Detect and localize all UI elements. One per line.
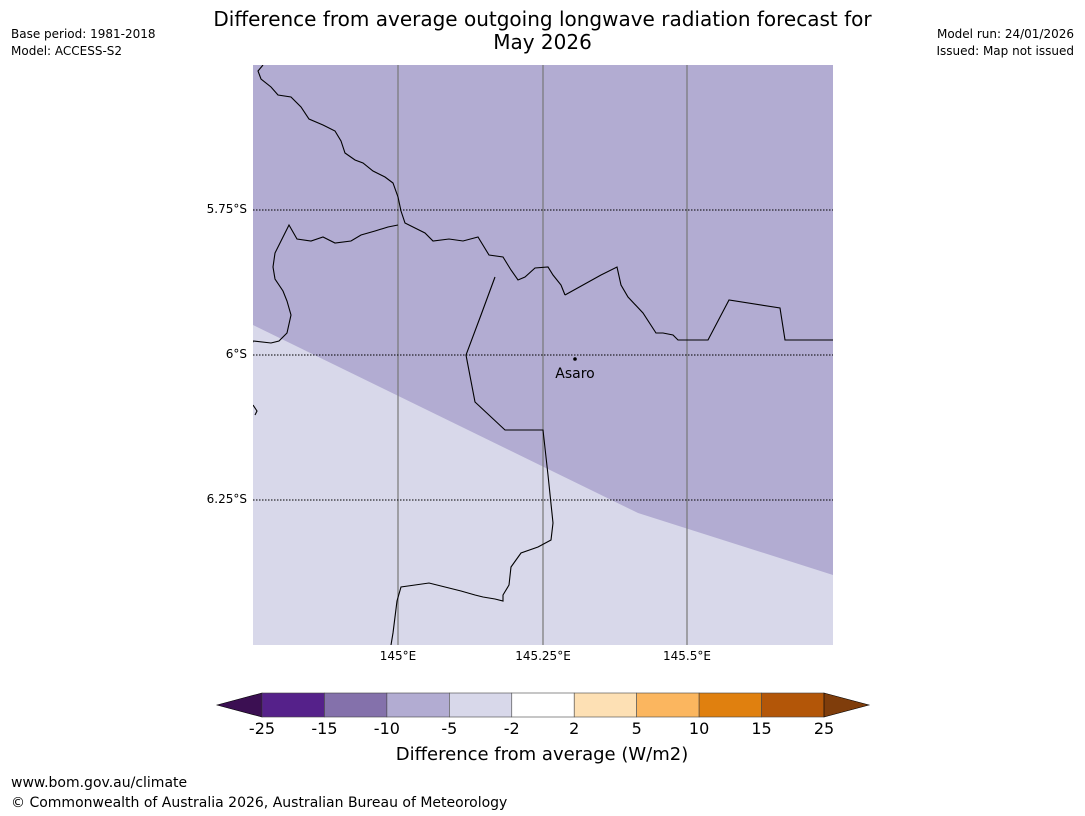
meta-right: Model run: 24/01/2026 Issued: Map not is…: [936, 26, 1074, 60]
colorbar-tick-label: 5: [631, 719, 642, 738]
asaro-marker: [573, 357, 577, 361]
lon-label-145-25: 145.25°E: [515, 649, 571, 663]
boundary-east: [564, 266, 833, 341]
colorbar-tick-label: -5: [441, 719, 458, 738]
colorbar-bin: [511, 692, 575, 718]
asaro-label: Asaro: [555, 366, 594, 382]
model-run-text: Model run: 24/01/2026: [936, 27, 1074, 41]
boundary-west-edge: [253, 404, 258, 416]
boundary-west-upper: [253, 223, 399, 344]
lat-label-6: 6°S: [225, 347, 247, 361]
map-title: Difference from average outgoing longwav…: [0, 8, 1085, 54]
map-title-line2: May 2026: [493, 30, 592, 54]
colorbar-tick-label: -25: [248, 719, 276, 738]
colorbar-bin: [573, 692, 637, 718]
meta-left: Base period: 1981-2018 Model: ACCESS-S2: [11, 26, 156, 60]
colorbar-tick-label: -10: [373, 719, 400, 738]
issued-text: Issued: Map not issued: [936, 44, 1074, 58]
map-title-line1: Difference from average outgoing longwav…: [213, 7, 872, 31]
lon-label-145: 145°E: [379, 649, 417, 663]
colorbar: [215, 692, 871, 718]
footer-copyright: © Commonwealth of Australia 2026, Austra…: [11, 795, 508, 811]
colorbar-bins: [261, 692, 825, 718]
colorbar-title: Difference from average (W/m2): [395, 744, 689, 765]
colorbar-bin: [698, 692, 762, 718]
colorbar-bin: [386, 692, 450, 718]
footer-url: www.bom.gov.au/climate: [11, 775, 188, 791]
colorbar-bin: [449, 692, 513, 718]
base-period-text: Base period: 1981-2018: [11, 27, 156, 41]
colorbar-tick-label: 2: [569, 719, 580, 738]
colorbar-bin: [636, 692, 700, 718]
colorbar-tick-label: -2: [503, 719, 520, 738]
colorbar-bin: [261, 692, 325, 718]
lon-label-145-5: 145.5°E: [663, 649, 711, 663]
model-text: Model: ACCESS-S2: [11, 44, 123, 58]
colorbar-bin: [761, 692, 825, 718]
colorbar-over-arrow: [823, 692, 871, 718]
colorbar-tick-label: -15: [311, 719, 338, 738]
colorbar-tick-label: 10: [688, 719, 710, 738]
boundary-inner: [390, 276, 554, 645]
lat-label-5-75: 5.75°S: [206, 202, 247, 216]
forecast-map: Asaro: [253, 65, 833, 645]
lat-label-6-25: 6.25°S: [206, 492, 247, 506]
boundary-north: [257, 65, 566, 296]
colorbar-tick-label: 25: [813, 719, 835, 738]
colorbar-under-arrow: [215, 692, 263, 718]
colorbar-bin: [324, 692, 388, 718]
colorbar-tick-label: 15: [751, 719, 772, 738]
